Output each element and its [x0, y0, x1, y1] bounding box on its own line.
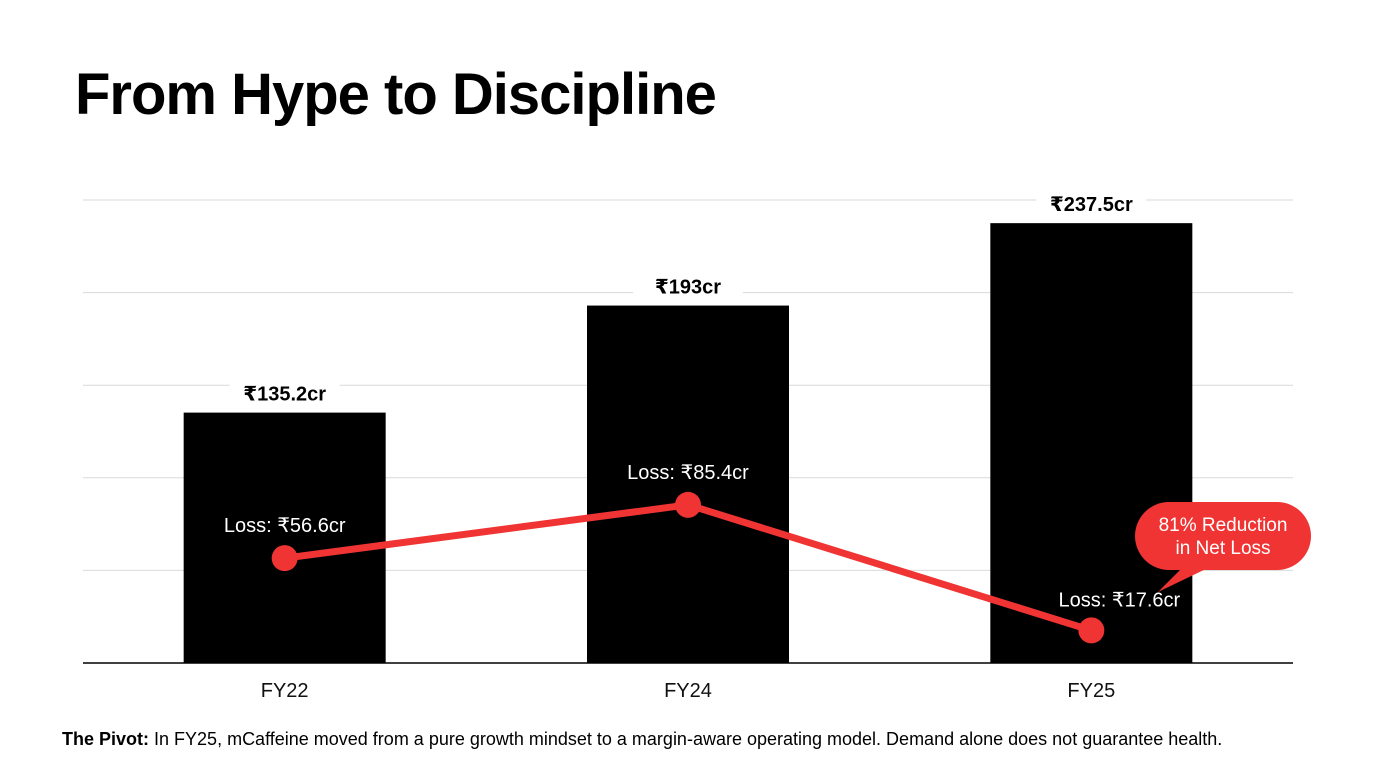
net-loss-point — [271, 545, 298, 572]
revenue-bars — [183, 223, 1193, 663]
callout-pointer — [1158, 567, 1210, 592]
bar-value-label: ₹135.2cr — [243, 384, 326, 406]
net-loss-label: Loss: ₹85.4cr — [627, 462, 749, 484]
bar-label-background — [229, 380, 340, 409]
slide-title: From Hype to Discipline — [75, 62, 717, 127]
net-loss-label: Loss: ₹17.6cr — [1058, 589, 1180, 611]
callout-text: 81% Reduction — [1159, 515, 1288, 536]
x-tick-label: FY25 — [1067, 680, 1115, 702]
data-labels: ₹135.2cr ₹193cr ₹237.5cr FY22 FY24 FY25 Loss: … — [224, 191, 1181, 702]
bar-value-label: ₹193cr — [655, 277, 721, 299]
net-loss-point — [1078, 617, 1105, 644]
bar-fy22 — [183, 412, 386, 663]
footnote-lead: The Pivot: — [62, 729, 150, 749]
footnote-text: In FY25, mCaffeine moved from a pure gro… — [154, 729, 1223, 749]
bar-label-background — [633, 273, 743, 302]
bar-fy25 — [990, 223, 1193, 663]
footnote: The Pivot: In FY25, mCaffeine moved from… — [62, 728, 1222, 750]
callout-text: in Net Loss — [1175, 538, 1270, 559]
net-loss-point — [675, 491, 701, 518]
net-loss-line — [271, 491, 1105, 644]
callout-bubble — [1135, 502, 1311, 570]
bar-label-background — [1036, 191, 1147, 220]
x-tick-label: FY24 — [664, 680, 712, 702]
bar-fy24 — [587, 305, 789, 663]
net-loss-label: Loss: ₹56.6cr — [224, 515, 346, 537]
x-tick-label: FY22 — [261, 680, 309, 702]
bar-value-label: ₹237.5cr — [1050, 194, 1133, 216]
